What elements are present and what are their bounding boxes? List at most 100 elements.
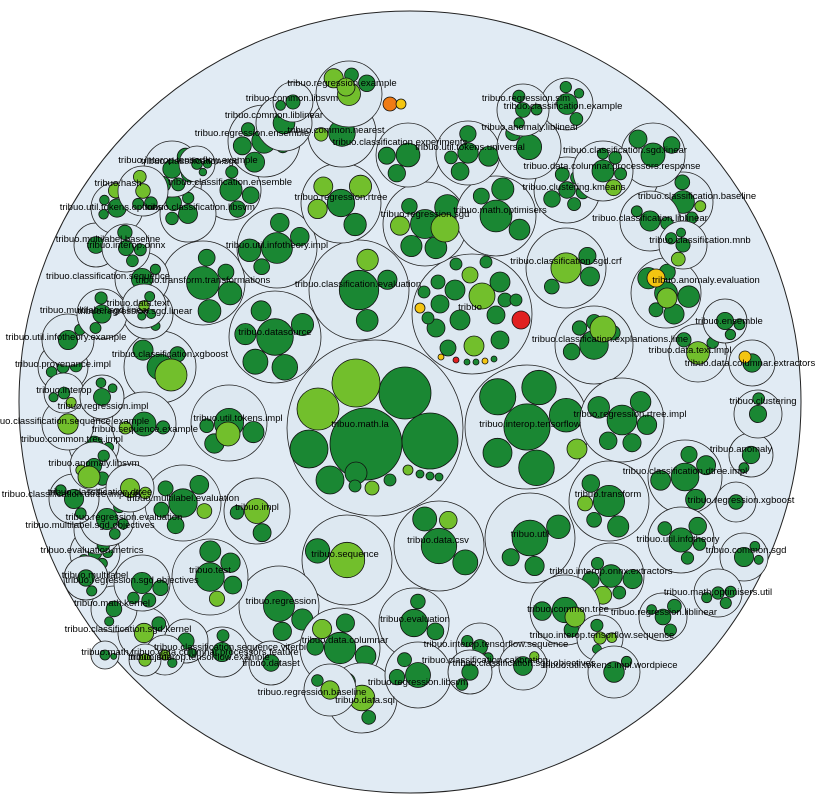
leaf-circle xyxy=(437,353,445,361)
package-label: tribuo.interop.tensorflow.sequence xyxy=(424,639,569,650)
leaf-circle xyxy=(468,282,496,310)
leaf-circle xyxy=(358,74,376,93)
leaf-circle xyxy=(154,358,188,392)
leaf-circle xyxy=(646,604,657,615)
package-label: tribuo.regression.sgd xyxy=(381,209,470,220)
leaf-circle xyxy=(421,311,435,325)
leaf-circle xyxy=(400,234,423,257)
package-label: tribuo.common.sgd xyxy=(706,545,787,556)
package-label: tribuo.regression.baseline xyxy=(258,687,367,698)
leaf-circle xyxy=(215,421,241,447)
package-label: tribuo.classification.sgd.kernel xyxy=(65,624,192,635)
package-label: tribuo.anomaly.libsvm xyxy=(48,458,139,469)
leaf-circle xyxy=(728,494,744,510)
leaf-circle xyxy=(591,159,615,183)
leaf-circle xyxy=(461,634,474,648)
leaf-circle xyxy=(48,392,59,403)
package-label: tribuo.data.text.impl xyxy=(649,345,732,356)
leaf-circle xyxy=(640,142,666,168)
leaf-circle xyxy=(426,318,446,338)
package-label: tribuo.classification.experiments xyxy=(333,137,468,148)
leaf-circle xyxy=(614,167,627,181)
package-label: tribuo.impl xyxy=(235,502,279,513)
leaf-circle xyxy=(139,486,152,500)
package-label: tribuo.classification.ensemble xyxy=(168,177,292,188)
leaf-circle xyxy=(686,341,710,365)
leaf-circle xyxy=(550,252,582,284)
leaf-circle xyxy=(253,258,271,276)
leaf-circle xyxy=(272,621,292,642)
leaf-circle xyxy=(711,586,725,600)
leaf-circle xyxy=(138,653,152,667)
leaf-circle xyxy=(146,308,157,319)
leaf-circle xyxy=(559,81,572,94)
leaf-circle xyxy=(724,585,737,598)
leaf-circle xyxy=(518,449,555,486)
package-label: tribuo.anomaly.evaluation xyxy=(652,275,760,286)
leaf-circle xyxy=(685,488,707,510)
leaf-circle xyxy=(620,655,633,668)
leaf-circle xyxy=(120,478,140,498)
leaf-circle xyxy=(132,197,145,210)
leaf-circle xyxy=(543,278,560,295)
leaf-circle xyxy=(133,622,155,644)
leaf-circle xyxy=(593,631,607,645)
leaf-circle xyxy=(97,449,110,462)
package-label: tribuo.data.csv xyxy=(407,535,469,546)
leaf-circle xyxy=(701,592,713,604)
leaf-circle xyxy=(577,495,593,512)
leaf-circle xyxy=(481,357,489,365)
leaf-circle xyxy=(132,339,154,361)
leaf-circle xyxy=(65,396,77,408)
leaf-circle xyxy=(127,591,140,605)
leaf-circle xyxy=(229,505,245,520)
leaf-circle xyxy=(680,445,698,463)
leaf-circle xyxy=(607,515,630,538)
leaf-circle xyxy=(92,304,112,324)
package-label: tribuo.multilabel.sgd.objectives xyxy=(25,520,155,531)
leaf-circle xyxy=(599,564,623,588)
leaf-circle xyxy=(285,94,301,110)
leaf-circle xyxy=(250,300,272,322)
package-label: tribuo.interop.tensorflow.example xyxy=(118,155,257,166)
leaf-circle xyxy=(430,213,460,243)
leaf-circle xyxy=(144,196,158,210)
leaf-circle xyxy=(118,421,133,435)
package-label: tribuo.regression.rtree.impl xyxy=(574,409,687,420)
leaf-circle xyxy=(242,421,265,444)
leaf-circle xyxy=(331,358,381,408)
leaf-circle xyxy=(395,142,421,168)
leaf-circle xyxy=(512,89,526,103)
leaf-circle xyxy=(667,598,682,614)
leaf-circle xyxy=(511,310,531,330)
leaf-circle xyxy=(133,170,147,184)
package-label: tribuo.common.tree.impl xyxy=(21,434,123,445)
package-label: tribuo.regression.sgd.linear xyxy=(78,306,193,317)
leaf-circle xyxy=(131,411,157,437)
leaf-circle xyxy=(630,205,643,218)
leaf-circle xyxy=(326,188,356,218)
leaf-circle xyxy=(670,462,700,492)
leaf-circle xyxy=(656,287,678,309)
leaf-circle xyxy=(323,631,357,665)
leaf-circle xyxy=(89,322,102,334)
leaf-circle xyxy=(606,404,638,436)
leaf-circle xyxy=(244,151,266,173)
leaf-circle xyxy=(270,212,290,233)
leaf-circle xyxy=(676,227,687,238)
leaf-circle xyxy=(157,480,174,497)
package-label: tribuo.regression.impl xyxy=(58,401,149,412)
leaf-circle xyxy=(220,552,241,573)
leaf-circle xyxy=(218,280,243,306)
leaf-circle xyxy=(98,209,109,220)
leaf-circle xyxy=(263,590,295,622)
leaf-circle xyxy=(217,263,235,281)
leaf-circle xyxy=(328,541,366,579)
package-label: tribuo.interop xyxy=(36,385,91,396)
package-label: tribuo.interop.tensorflow xyxy=(479,419,581,430)
leaf-circle xyxy=(228,200,247,218)
leaf-circle xyxy=(348,479,362,493)
leaf-circle xyxy=(738,462,750,474)
leaf-circle xyxy=(256,318,294,356)
leaf-circle xyxy=(290,312,314,336)
